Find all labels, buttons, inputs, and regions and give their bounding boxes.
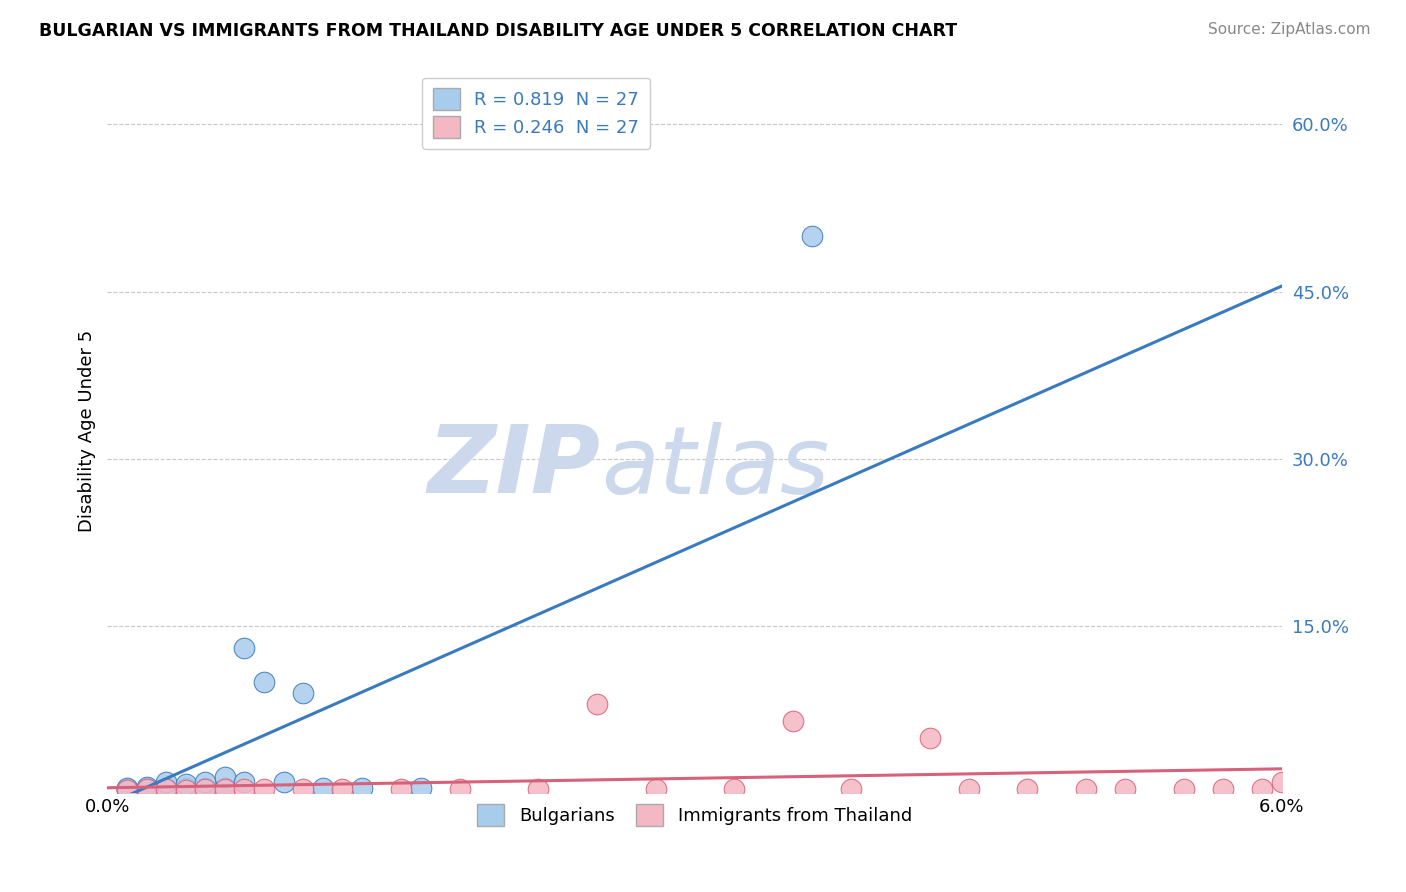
Point [957,781,980,796]
Point [155,780,177,795]
Point [585,697,607,711]
Point [801,228,824,243]
Point [115,780,138,795]
Point [135,783,157,797]
Point [135,781,157,796]
Point [839,781,862,796]
Point [214,781,236,796]
Point [723,781,745,796]
Point [1173,781,1195,796]
Point [233,641,256,656]
Point [115,783,138,797]
Point [155,781,177,796]
Point [1114,781,1136,796]
Y-axis label: Disability Age Under 5: Disability Age Under 5 [79,330,96,532]
Text: Source: ZipAtlas.com: Source: ZipAtlas.com [1208,22,1371,37]
Point [350,780,373,795]
Point [115,781,138,796]
Point [1017,781,1039,796]
Point [1271,775,1294,789]
Point [292,686,315,700]
Point [782,714,804,728]
Point [1251,781,1274,796]
Point [214,780,236,795]
Point [253,781,276,796]
Point [273,775,295,789]
Point [233,781,256,796]
Point [449,781,471,796]
Text: ZIP: ZIP [427,421,600,513]
Point [527,781,550,796]
Point [1076,781,1098,796]
Legend: Bulgarians, Immigrants from Thailand: Bulgarians, Immigrants from Thailand [468,795,921,835]
Point [155,775,177,789]
Point [918,731,941,745]
Point [115,783,138,797]
Point [194,780,217,795]
Point [174,777,197,791]
Point [135,780,157,794]
Point [253,674,276,689]
Point [135,780,157,795]
Point [233,775,256,789]
Point [312,780,335,795]
Point [644,781,666,796]
Point [214,770,236,784]
Point [1212,781,1234,796]
Point [115,781,138,796]
Point [194,781,217,796]
Point [174,780,197,795]
Point [330,781,353,796]
Text: atlas: atlas [600,422,830,513]
Point [135,781,157,796]
Point [155,781,177,796]
Point [174,781,197,796]
Text: BULGARIAN VS IMMIGRANTS FROM THAILAND DISABILITY AGE UNDER 5 CORRELATION CHART: BULGARIAN VS IMMIGRANTS FROM THAILAND DI… [39,22,957,40]
Point [292,781,315,796]
Point [409,780,432,795]
Point [389,781,412,796]
Point [174,783,197,797]
Point [194,775,217,789]
